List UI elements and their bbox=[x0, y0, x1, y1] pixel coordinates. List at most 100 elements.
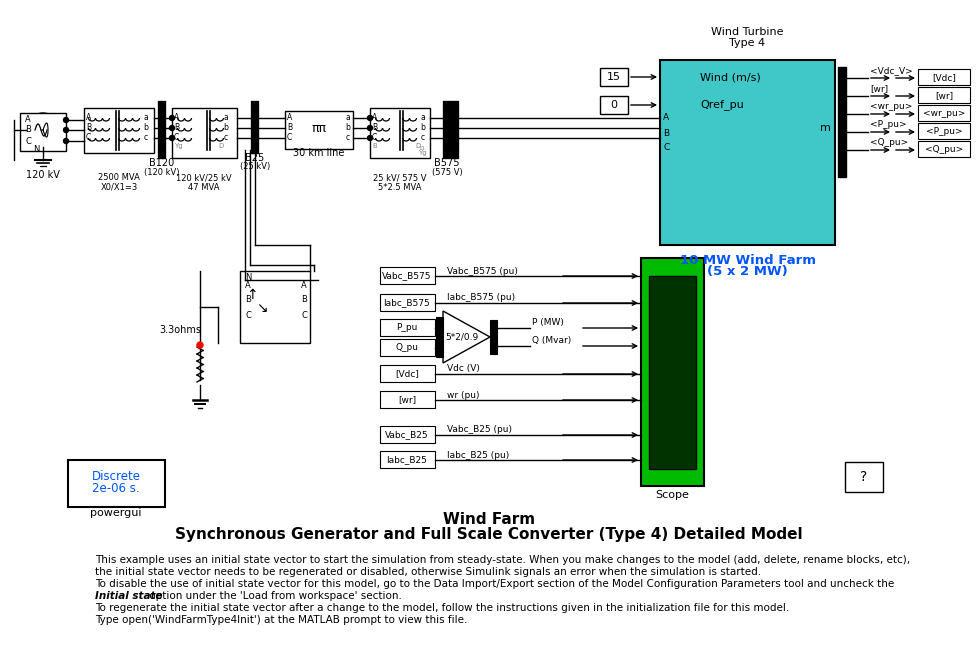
Text: B: B bbox=[25, 126, 31, 134]
Text: [wr]: [wr] bbox=[398, 396, 415, 404]
Text: Wind (m/s): Wind (m/s) bbox=[700, 72, 760, 82]
Text: Wind Farm: Wind Farm bbox=[443, 513, 534, 527]
Circle shape bbox=[169, 126, 174, 130]
Bar bbox=[239, 271, 310, 343]
Text: b: b bbox=[420, 124, 425, 132]
Text: B25: B25 bbox=[245, 153, 265, 163]
Text: This example uses an initial state vector to start the simulation from steady-st: This example uses an initial state vecto… bbox=[95, 555, 910, 565]
Text: 10 MW Wind Farm: 10 MW Wind Farm bbox=[679, 253, 815, 267]
Text: Wind Turbine: Wind Turbine bbox=[710, 27, 783, 37]
Text: B: B bbox=[371, 143, 376, 149]
Bar bbox=[837, 67, 845, 177]
Bar bbox=[68, 460, 165, 507]
Text: Synchronous Generator and Full Scale Converter (Type 4) Detailed Model: Synchronous Generator and Full Scale Con… bbox=[175, 527, 802, 541]
Text: Q_pu: Q_pu bbox=[395, 344, 418, 352]
Text: P_pu: P_pu bbox=[396, 323, 417, 332]
Text: A: A bbox=[86, 114, 91, 122]
Text: A: A bbox=[662, 114, 668, 122]
Text: 5*2.5 MVA: 5*2.5 MVA bbox=[378, 182, 421, 192]
Text: (120 kV): (120 kV) bbox=[144, 168, 180, 176]
Text: B: B bbox=[245, 295, 251, 305]
Bar bbox=[917, 123, 969, 139]
Bar bbox=[844, 462, 882, 492]
Text: C: C bbox=[371, 134, 377, 142]
Text: A: A bbox=[174, 114, 179, 122]
Text: b: b bbox=[223, 124, 228, 132]
Circle shape bbox=[169, 136, 174, 140]
Text: C: C bbox=[662, 144, 668, 152]
Text: a: a bbox=[223, 114, 228, 122]
Circle shape bbox=[452, 126, 457, 130]
Text: A: A bbox=[245, 281, 250, 289]
Bar bbox=[172, 108, 236, 158]
Text: B575: B575 bbox=[434, 158, 459, 168]
Text: (5 x 2 MW): (5 x 2 MW) bbox=[706, 265, 787, 279]
Text: B: B bbox=[662, 128, 668, 138]
Bar bbox=[284, 111, 353, 149]
Text: B: B bbox=[371, 124, 377, 132]
Text: C: C bbox=[286, 134, 292, 142]
Circle shape bbox=[64, 118, 68, 122]
Text: B: B bbox=[301, 295, 307, 305]
Bar bbox=[380, 426, 435, 443]
Circle shape bbox=[367, 116, 372, 120]
Text: 3.3ohms: 3.3ohms bbox=[159, 325, 201, 335]
Text: option under the 'Load from workspace' section.: option under the 'Load from workspace' s… bbox=[146, 591, 402, 601]
Circle shape bbox=[444, 116, 449, 120]
Text: [Vdc]: [Vdc] bbox=[931, 74, 955, 82]
Circle shape bbox=[64, 138, 68, 144]
Bar bbox=[380, 365, 435, 382]
Circle shape bbox=[252, 126, 257, 130]
Bar bbox=[649, 276, 696, 469]
Text: N: N bbox=[245, 273, 251, 283]
Text: <P_pu>: <P_pu> bbox=[925, 128, 961, 136]
Text: powergui: powergui bbox=[90, 508, 142, 518]
Text: b: b bbox=[143, 124, 148, 132]
Text: 5*2/0.9: 5*2/0.9 bbox=[445, 332, 478, 342]
Text: C: C bbox=[86, 134, 91, 142]
Circle shape bbox=[169, 116, 174, 120]
Bar bbox=[599, 68, 627, 86]
Text: <Q_pu>: <Q_pu> bbox=[924, 146, 962, 154]
Bar bbox=[369, 108, 430, 158]
Text: ?: ? bbox=[860, 470, 867, 484]
Text: 25 kV/ 575 V: 25 kV/ 575 V bbox=[373, 174, 426, 182]
Text: (25 kV): (25 kV) bbox=[239, 162, 270, 172]
Text: m: m bbox=[819, 123, 829, 133]
Text: C: C bbox=[245, 311, 251, 319]
Bar bbox=[380, 319, 435, 336]
Circle shape bbox=[452, 116, 457, 120]
Text: D: D bbox=[414, 143, 420, 149]
Text: 30 km line: 30 km line bbox=[293, 148, 344, 158]
Text: Initial state: Initial state bbox=[95, 591, 162, 601]
Text: ↘: ↘ bbox=[256, 301, 268, 315]
Text: 11: 11 bbox=[417, 146, 425, 150]
Text: 120 kV/25 kV: 120 kV/25 kV bbox=[176, 174, 232, 182]
Text: Type open('WindFarmType4Init') at the MATLAB prompt to view this file.: Type open('WindFarmType4Init') at the MA… bbox=[95, 615, 467, 625]
Bar bbox=[599, 96, 627, 114]
Text: B120: B120 bbox=[149, 158, 175, 168]
Circle shape bbox=[252, 116, 257, 120]
Text: C: C bbox=[25, 136, 31, 146]
Bar bbox=[659, 60, 834, 245]
Text: Iabc_B575: Iabc_B575 bbox=[383, 299, 430, 307]
Text: c: c bbox=[420, 134, 425, 142]
Bar bbox=[380, 294, 435, 311]
Circle shape bbox=[64, 128, 68, 132]
Text: Yg: Yg bbox=[417, 150, 426, 156]
Text: Vdc (V): Vdc (V) bbox=[446, 364, 480, 374]
Text: c: c bbox=[144, 134, 148, 142]
Text: [Vdc]: [Vdc] bbox=[395, 370, 418, 378]
Text: <wr_pu>: <wr_pu> bbox=[922, 110, 964, 118]
Text: 47 MVA: 47 MVA bbox=[188, 182, 220, 192]
Circle shape bbox=[367, 126, 372, 130]
Text: c: c bbox=[346, 134, 350, 142]
Text: Iabc_B575 (pu): Iabc_B575 (pu) bbox=[446, 293, 515, 303]
Bar bbox=[436, 317, 443, 357]
Text: C: C bbox=[301, 311, 307, 319]
Text: N: N bbox=[33, 146, 39, 154]
Text: [wr]: [wr] bbox=[870, 84, 887, 93]
Text: <Q_pu>: <Q_pu> bbox=[870, 138, 908, 147]
Bar bbox=[917, 69, 969, 85]
Text: ππ: ππ bbox=[312, 122, 326, 134]
